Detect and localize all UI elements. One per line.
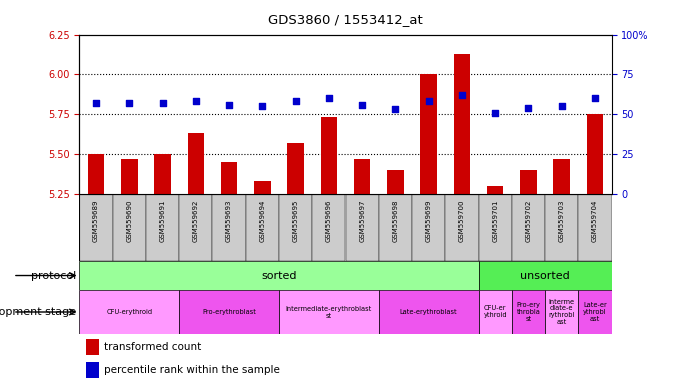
Text: Interme
diate-e
rythrobl
ast: Interme diate-e rythrobl ast <box>549 298 575 326</box>
Bar <box>279 290 379 334</box>
Bar <box>321 118 337 194</box>
Point <box>556 103 567 109</box>
Text: Intermediate-erythroblast
st: Intermediate-erythroblast st <box>286 306 372 318</box>
Text: GSM559698: GSM559698 <box>392 199 399 242</box>
Point <box>323 95 334 101</box>
Bar <box>312 194 346 261</box>
Point <box>157 100 168 106</box>
Bar <box>478 261 612 290</box>
Bar <box>113 194 146 261</box>
Bar <box>79 261 478 290</box>
Bar <box>179 194 212 261</box>
Point <box>423 98 434 104</box>
Text: GDS3860 / 1553412_at: GDS3860 / 1553412_at <box>268 13 423 26</box>
Text: GSM559695: GSM559695 <box>292 199 299 242</box>
Text: protocol: protocol <box>31 270 76 281</box>
Bar <box>86 339 99 355</box>
Text: transformed count: transformed count <box>104 342 201 352</box>
Point <box>490 109 501 116</box>
Bar <box>578 194 612 261</box>
Bar <box>379 290 478 334</box>
Text: GSM559691: GSM559691 <box>160 199 166 242</box>
Bar <box>287 143 304 194</box>
Bar <box>545 194 578 261</box>
Bar <box>487 186 504 194</box>
Bar <box>79 290 179 334</box>
Text: GSM559699: GSM559699 <box>426 199 432 242</box>
Bar <box>354 159 370 194</box>
Text: unsorted: unsorted <box>520 270 570 281</box>
Bar <box>88 154 104 194</box>
Bar <box>453 54 470 194</box>
Point <box>257 103 268 109</box>
Bar <box>412 194 445 261</box>
Text: GSM559703: GSM559703 <box>558 199 565 242</box>
Bar <box>146 194 179 261</box>
Point <box>523 105 534 111</box>
Text: CFU-erythroid: CFU-erythroid <box>106 309 153 315</box>
Bar <box>512 290 545 334</box>
Bar <box>420 74 437 194</box>
Bar <box>587 114 603 194</box>
Bar <box>86 362 99 378</box>
Point <box>124 100 135 106</box>
Text: GSM559690: GSM559690 <box>126 199 133 242</box>
Text: sorted: sorted <box>261 270 296 281</box>
Text: GSM559704: GSM559704 <box>592 199 598 242</box>
Bar <box>154 154 171 194</box>
Text: GSM559692: GSM559692 <box>193 199 199 242</box>
Bar <box>179 290 279 334</box>
Text: GSM559702: GSM559702 <box>525 199 531 242</box>
Text: Pro-ery
throbla
st: Pro-ery throbla st <box>516 302 540 322</box>
Text: GSM559693: GSM559693 <box>226 199 232 242</box>
Bar <box>545 290 578 334</box>
Bar <box>79 194 113 261</box>
Bar <box>478 290 512 334</box>
Text: Late-erythroblast: Late-erythroblast <box>400 309 457 315</box>
Text: GSM559700: GSM559700 <box>459 199 465 242</box>
Bar <box>478 194 512 261</box>
Bar <box>212 194 246 261</box>
Bar <box>520 170 537 194</box>
Text: Pro-erythroblast: Pro-erythroblast <box>202 309 256 315</box>
Bar <box>187 133 204 194</box>
Point <box>589 95 600 101</box>
Text: Late-er
ythrobl
ast: Late-er ythrobl ast <box>583 302 607 322</box>
Point <box>190 98 201 104</box>
Bar <box>578 290 612 334</box>
Point <box>290 98 301 104</box>
Point <box>390 106 401 113</box>
Bar <box>279 194 312 261</box>
Text: GSM559689: GSM559689 <box>93 199 99 242</box>
Point <box>224 102 235 108</box>
Point <box>357 102 368 108</box>
Bar <box>346 194 379 261</box>
Text: GSM559697: GSM559697 <box>359 199 365 242</box>
Bar <box>254 181 271 194</box>
Text: percentile rank within the sample: percentile rank within the sample <box>104 365 280 375</box>
Bar <box>379 194 412 261</box>
Text: GSM559694: GSM559694 <box>259 199 265 242</box>
Bar <box>221 162 238 194</box>
Text: GSM559701: GSM559701 <box>492 199 498 242</box>
Bar <box>246 194 279 261</box>
Bar <box>512 194 545 261</box>
Bar <box>387 170 404 194</box>
Point <box>91 100 102 106</box>
Bar <box>553 159 570 194</box>
Text: CFU-er
ythroid: CFU-er ythroid <box>483 306 507 318</box>
Text: GSM559696: GSM559696 <box>326 199 332 242</box>
Text: development stage: development stage <box>0 307 76 317</box>
Bar <box>445 194 478 261</box>
Bar <box>121 159 138 194</box>
Point <box>456 92 467 98</box>
